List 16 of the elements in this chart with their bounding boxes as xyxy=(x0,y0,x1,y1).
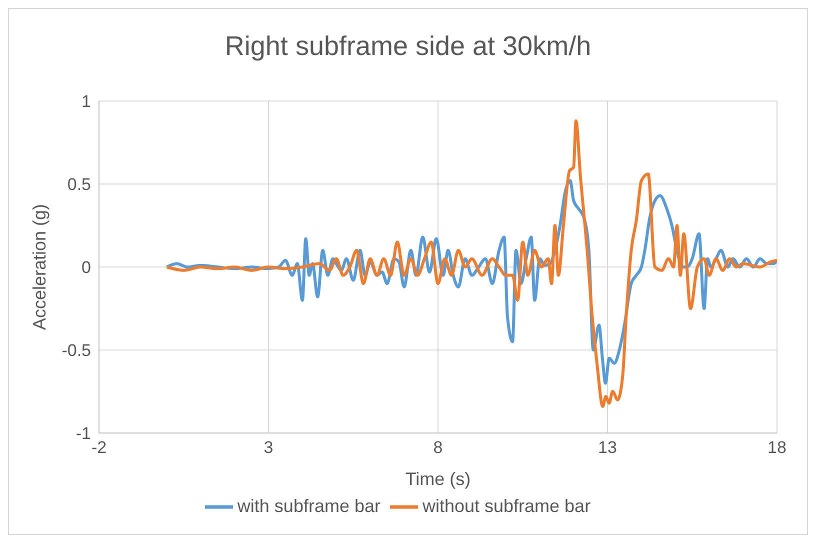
y-axis-title: Acceleration (g) xyxy=(29,204,50,330)
line-series xyxy=(165,119,777,408)
x-tick-label: 3 xyxy=(264,438,274,458)
chart-title: Right subframe side at 30km/h xyxy=(224,30,592,63)
y-tick-label: 0 xyxy=(82,258,91,278)
y-tick-label: 0.5 xyxy=(67,175,91,194)
y-tick-label: -0.5 xyxy=(62,341,91,360)
legend-label: without subframe bar xyxy=(422,496,591,516)
x-tick-label: 8 xyxy=(433,438,443,458)
y-tick-label: -1 xyxy=(76,424,91,444)
x-tick-label: -2 xyxy=(91,438,107,458)
legend-label: with subframe bar xyxy=(237,496,380,516)
x-tick-label: 18 xyxy=(768,438,786,458)
y-tick-label: 1 xyxy=(82,92,91,112)
x-axis-title: Time (s) xyxy=(405,469,471,489)
x-tick-label: 13 xyxy=(598,438,617,458)
